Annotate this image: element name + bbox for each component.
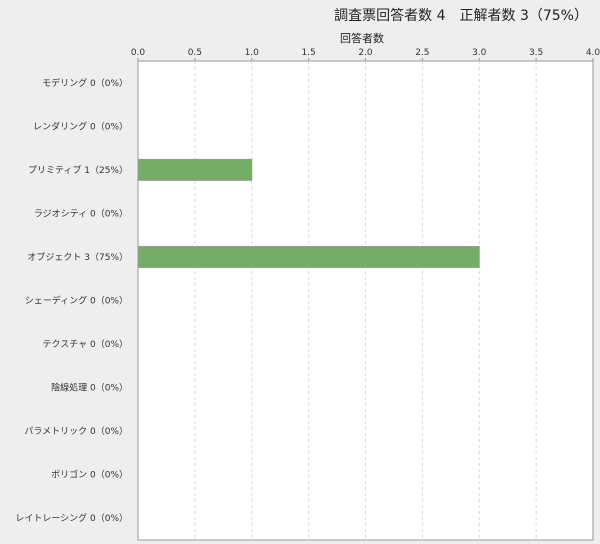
x-tick-label: 1.0 (245, 48, 260, 58)
category-label: レイトレーシング 0（0%） (15, 512, 128, 524)
category-label: パラメトリック 0（0%） (24, 426, 128, 437)
category-label: ポリゴン 0（0%） (51, 469, 128, 481)
x-tick-label: 0.5 (188, 48, 202, 58)
x-tick-label: 3.0 (472, 48, 487, 58)
category-label: プリミティブ 1（25%） (28, 164, 128, 176)
category-label: レンダリング 0（0%） (33, 120, 128, 132)
x-tick-label: 2.0 (358, 48, 373, 58)
category-label: モデリング 0（0%） (42, 77, 128, 89)
category-label: ラジオシティ 0（0%） (34, 208, 128, 219)
x-tick-label: 0.0 (131, 48, 146, 58)
bar (137, 245, 480, 268)
x-tick-label: 2.5 (415, 48, 429, 58)
x-tick-label: 1.5 (301, 48, 315, 58)
category-label: オブジェクト 3（75%） (27, 251, 128, 263)
bar (137, 158, 253, 181)
x-axis-label: 回答者数 (340, 32, 384, 45)
category-label: シェーディング 0（0%） (25, 295, 128, 307)
x-tick-label: 3.5 (529, 48, 543, 58)
category-label: テクスチャ 0（0%） (42, 339, 128, 350)
category-label: 陰線処理 0（0%） (51, 382, 128, 394)
chart-title: 調査票回答者数 4 正解者数 3（75%） (334, 8, 588, 24)
plot-area (137, 60, 594, 541)
x-tick-label: 4.0 (586, 48, 600, 58)
